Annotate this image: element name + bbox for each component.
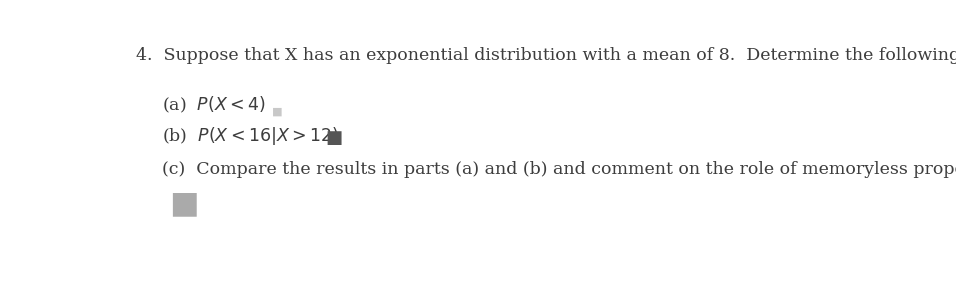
Text: ■: ■ <box>272 106 283 116</box>
Text: (b)  $P(X < 16|X > 12)$: (b) $P(X < 16|X > 12)$ <box>163 125 339 147</box>
Text: (a)  $P(X < 4)$: (a) $P(X < 4)$ <box>163 95 266 115</box>
Text: ■: ■ <box>325 129 342 147</box>
Text: 4.  Suppose that X has an exponential distribution with a mean of 8.  Determine : 4. Suppose that X has an exponential dis… <box>136 47 956 64</box>
Text: ■: ■ <box>169 189 199 218</box>
Text: (c)  Compare the results in parts (a) and (b) and comment on the role of memoryl: (c) Compare the results in parts (a) and… <box>163 161 956 178</box>
